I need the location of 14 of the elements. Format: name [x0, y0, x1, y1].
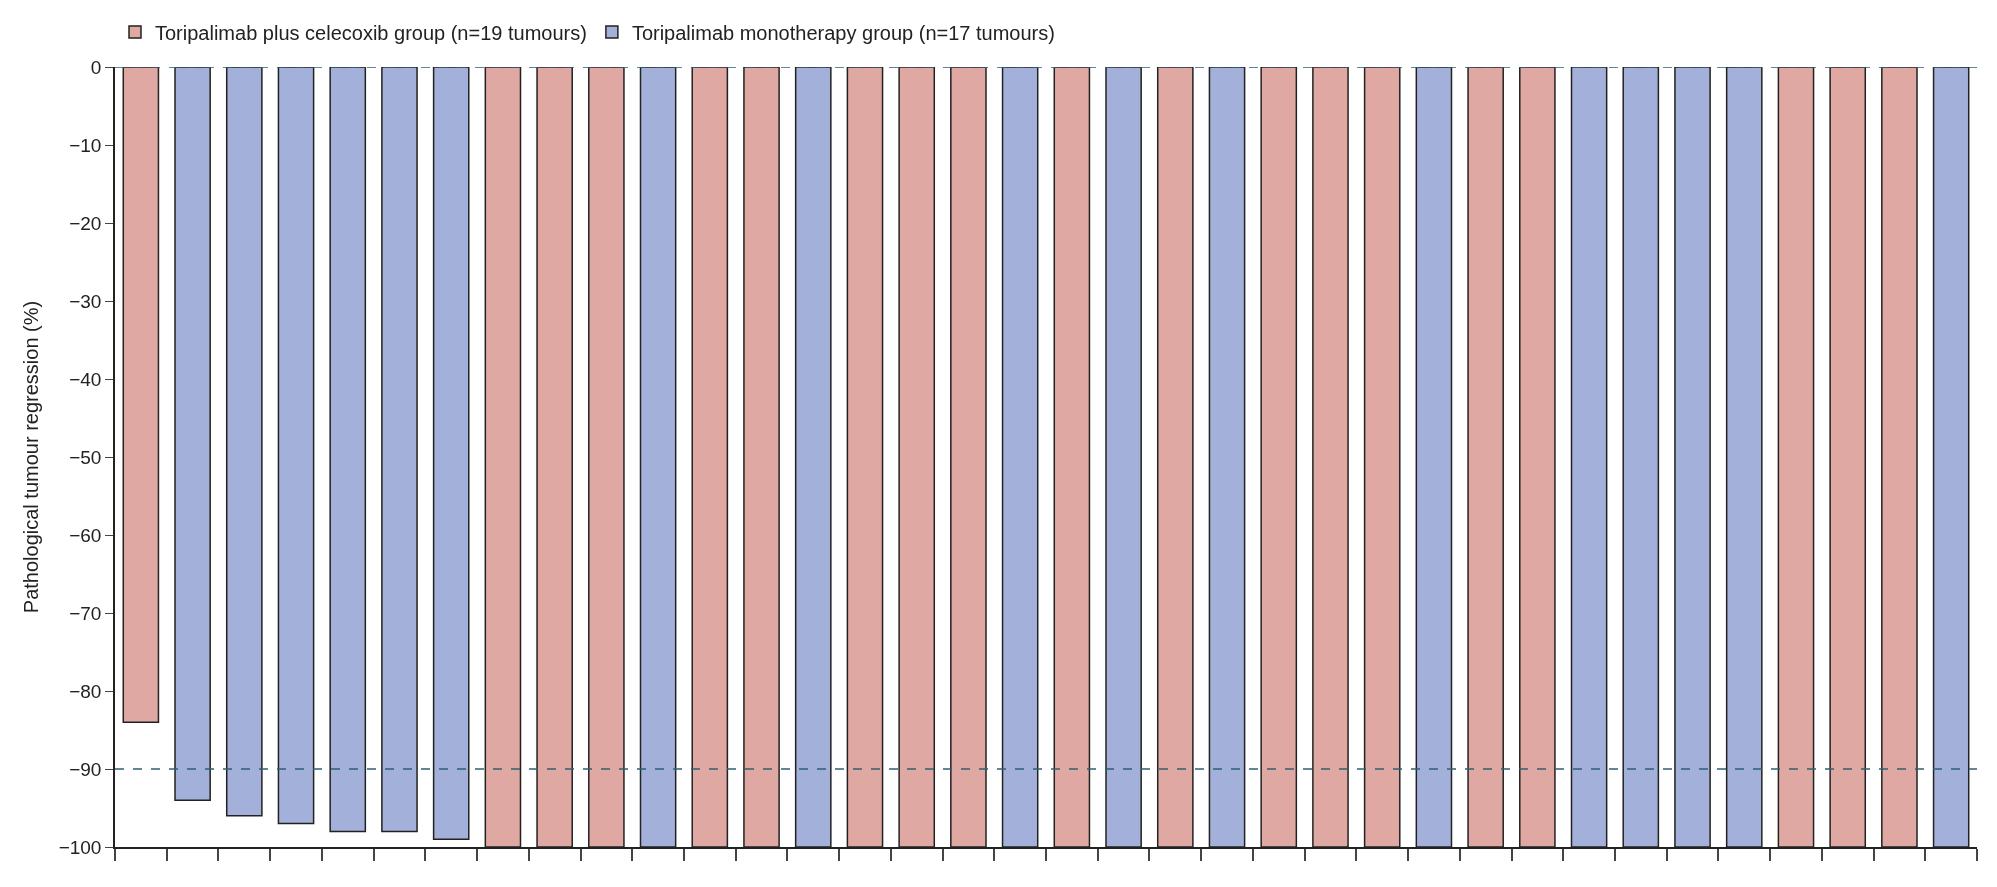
legend-label: Toripalimab plus celecoxib group (n=19 tumours) — [155, 21, 587, 44]
y-tick-label: −70 — [69, 602, 102, 624]
y-tick-label: −60 — [69, 524, 102, 546]
y-tick-label: −90 — [69, 758, 102, 780]
y-tick-label: −100 — [58, 836, 102, 858]
legend-label: Toripalimab monotherapy group (n=17 tumours) — [631, 21, 1055, 44]
y-tick-label: −10 — [69, 134, 102, 156]
y-tick-label: −20 — [69, 212, 102, 234]
y-tick-label: −40 — [69, 368, 102, 390]
y-tick-label: 0 — [90, 56, 102, 78]
y-axis-title: Pathological tumour regression (%) — [19, 300, 42, 614]
y-tick-label: −80 — [69, 680, 102, 702]
y-tick-label: −50 — [69, 446, 102, 468]
y-tick-label: −30 — [69, 290, 102, 312]
